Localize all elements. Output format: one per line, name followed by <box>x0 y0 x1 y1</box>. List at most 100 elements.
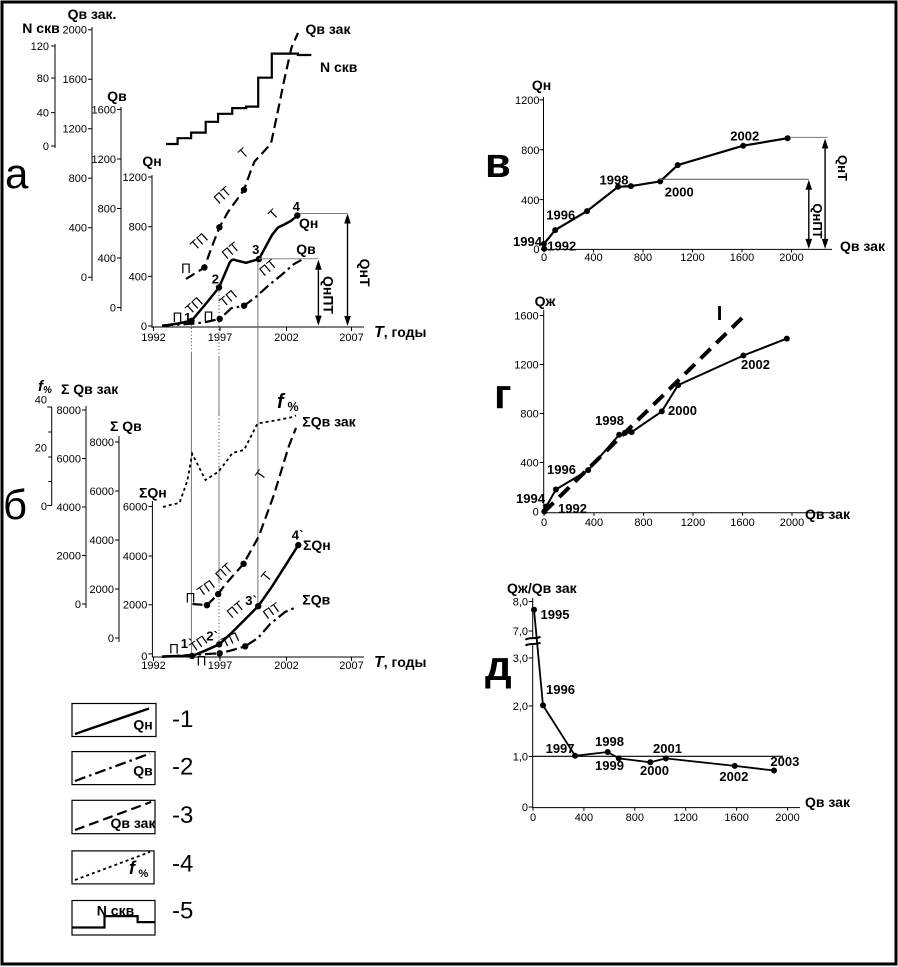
svg-text:1997: 1997 <box>208 660 232 672</box>
svg-text:1997: 1997 <box>546 741 575 756</box>
svg-text:400: 400 <box>520 458 538 470</box>
svg-text:4000: 4000 <box>90 535 114 547</box>
svg-text:QнТ: QнТ <box>835 155 850 181</box>
svg-text:QнПТ: QнПТ <box>810 203 825 238</box>
svg-text:2002: 2002 <box>274 332 298 344</box>
svg-text:%: % <box>288 400 299 414</box>
svg-text:Qв зак.: Qв зак. <box>68 6 117 22</box>
svg-text:ΣQв зак: ΣQв зак <box>302 414 356 430</box>
svg-text:Qв: Qв <box>296 241 316 257</box>
svg-text:Qв: Qв <box>107 88 127 104</box>
svg-text:400: 400 <box>69 223 87 235</box>
svg-text:800: 800 <box>129 222 147 234</box>
svg-text:1998: 1998 <box>600 173 629 188</box>
svg-text:400: 400 <box>98 253 116 265</box>
svg-text:800: 800 <box>521 145 539 157</box>
svg-text:6000: 6000 <box>123 502 147 514</box>
svg-text:Σ Qв зак: Σ Qв зак <box>61 381 119 397</box>
svg-text:-2: -2 <box>172 754 193 781</box>
svg-text:QнТ: QнТ <box>357 259 373 287</box>
svg-text:1600: 1600 <box>63 74 87 86</box>
svg-text:1999: 1999 <box>595 758 624 773</box>
svg-text:0: 0 <box>75 599 81 611</box>
svg-text:1600: 1600 <box>730 252 754 264</box>
svg-text:f: f <box>129 858 137 878</box>
svg-text:2000: 2000 <box>665 184 694 199</box>
svg-text:800: 800 <box>520 409 538 421</box>
svg-text:Qв зак: Qв зак <box>840 238 886 254</box>
svg-text:2000: 2000 <box>668 403 697 418</box>
svg-text:П: П <box>173 310 183 325</box>
svg-text:-4: -4 <box>172 851 193 878</box>
svg-text:6000: 6000 <box>90 486 114 498</box>
svg-text:г: г <box>494 370 512 417</box>
svg-text:0: 0 <box>110 303 116 315</box>
svg-text:2002: 2002 <box>741 357 770 372</box>
svg-text:1600: 1600 <box>724 812 748 824</box>
svg-text:N скв: N скв <box>320 59 358 75</box>
svg-text:0: 0 <box>522 802 528 814</box>
svg-text:-1: -1 <box>172 706 193 733</box>
svg-text:2003: 2003 <box>770 754 799 769</box>
svg-text:Qн: Qн <box>133 717 152 733</box>
svg-text:800: 800 <box>69 173 87 185</box>
svg-text:2007: 2007 <box>339 332 363 344</box>
svg-text:-3: -3 <box>172 802 193 829</box>
svg-text:Qн: Qн <box>142 153 161 169</box>
svg-text:1996: 1996 <box>546 208 575 223</box>
svg-text:а: а <box>5 150 29 197</box>
svg-text:7,0: 7,0 <box>513 626 528 638</box>
svg-text:1200: 1200 <box>681 517 705 529</box>
svg-text:400: 400 <box>129 271 147 283</box>
svg-text:4000: 4000 <box>123 551 147 563</box>
svg-text:2002: 2002 <box>719 769 748 784</box>
svg-text:0: 0 <box>533 507 539 519</box>
svg-text:2000: 2000 <box>775 812 799 824</box>
svg-text:4`: 4` <box>292 528 304 543</box>
svg-text:1200: 1200 <box>63 124 87 136</box>
svg-text:1`: 1` <box>181 636 193 651</box>
svg-text:2002: 2002 <box>730 129 759 144</box>
svg-text:Qв зак: Qв зак <box>805 794 851 810</box>
svg-text:-5: -5 <box>172 898 193 925</box>
svg-text:Qж/Qв зак: Qж/Qв зак <box>507 580 578 596</box>
svg-text:ΣQн: ΣQн <box>303 537 331 553</box>
svg-text:П: П <box>197 654 207 669</box>
svg-text:80: 80 <box>37 73 49 85</box>
svg-text:20: 20 <box>35 443 47 455</box>
svg-text:1,0: 1,0 <box>513 752 528 764</box>
svg-text:0: 0 <box>141 651 147 663</box>
svg-text:0: 0 <box>141 321 147 333</box>
svg-text:4000: 4000 <box>57 502 81 514</box>
svg-text:2007: 2007 <box>339 660 363 672</box>
svg-text:N скв: N скв <box>97 903 135 919</box>
svg-text:0: 0 <box>541 517 547 529</box>
svg-text:Qв зак: Qв зак <box>805 506 851 522</box>
svg-text:б: б <box>3 481 27 528</box>
svg-text:1992: 1992 <box>141 332 165 344</box>
svg-text:1994: 1994 <box>516 491 546 506</box>
svg-text:8000: 8000 <box>57 405 81 417</box>
svg-text:П: П <box>204 309 214 324</box>
svg-text:Qв зак: Qв зак <box>306 21 352 37</box>
svg-text:N скв: N скв <box>22 20 60 36</box>
svg-text:Qв: Qв <box>133 763 153 779</box>
svg-text:2001: 2001 <box>653 741 682 756</box>
svg-text:800: 800 <box>98 204 116 216</box>
svg-text:ΣQн: ΣQн <box>139 485 167 501</box>
svg-text:1996: 1996 <box>547 462 576 477</box>
svg-text:П: П <box>169 642 179 657</box>
svg-text:2000: 2000 <box>123 600 147 612</box>
svg-text:400: 400 <box>585 517 603 529</box>
svg-text:400: 400 <box>584 252 602 264</box>
svg-text:I: I <box>717 303 723 325</box>
svg-text:в: в <box>485 139 511 186</box>
svg-text:1994: 1994 <box>513 234 543 249</box>
svg-text:40: 40 <box>37 108 49 120</box>
svg-text:2000: 2000 <box>90 584 114 596</box>
svg-text:8000: 8000 <box>90 437 114 449</box>
svg-text:2002: 2002 <box>274 660 298 672</box>
svg-text:40: 40 <box>35 395 47 407</box>
svg-text:2000: 2000 <box>57 551 81 563</box>
svg-text:800: 800 <box>634 517 652 529</box>
